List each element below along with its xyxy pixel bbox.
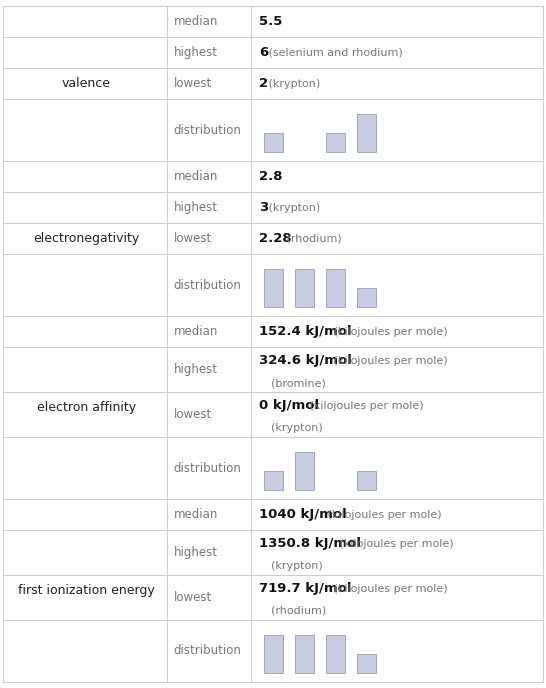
Bar [295,452,314,490]
Bar [357,654,376,673]
Bar [357,114,376,152]
Text: (kilojoules per mole): (kilojoules per mole) [330,356,448,366]
Text: (kilojoules per mole): (kilojoules per mole) [324,510,442,519]
Text: 324.6 kJ/mol: 324.6 kJ/mol [259,354,352,367]
Bar [326,634,345,673]
Bar [295,634,314,673]
Text: distribution: distribution [174,462,241,475]
Bar [326,133,345,152]
Bar [357,288,376,308]
Text: median: median [174,170,218,183]
Text: (rhodium): (rhodium) [283,234,341,244]
Text: lowest: lowest [174,233,212,246]
Text: 5.5: 5.5 [259,15,282,28]
Text: valence: valence [62,77,111,90]
Bar [326,269,345,308]
Text: 2.28: 2.28 [259,233,292,246]
Text: (selenium and rhodium): (selenium and rhodium) [265,47,403,58]
Text: highest: highest [174,46,217,59]
Text: electron affinity: electron affinity [37,401,136,414]
Text: 1040 kJ/mol: 1040 kJ/mol [259,508,347,522]
Text: (krypton): (krypton) [271,561,323,571]
Bar [357,471,376,490]
Text: median: median [174,508,218,522]
Bar [264,269,283,308]
Text: (kilojoules per mole): (kilojoules per mole) [306,400,424,411]
Text: electronegativity: electronegativity [33,233,139,246]
Text: lowest: lowest [174,77,212,90]
Bar [264,471,283,490]
Text: highest: highest [174,202,217,214]
Text: distribution: distribution [174,645,241,658]
Text: 2: 2 [259,77,268,90]
Text: (bromine): (bromine) [271,378,326,388]
Text: (kilojoules per mole): (kilojoules per mole) [330,327,448,337]
Text: (krypton): (krypton) [265,203,321,213]
Text: 2.8: 2.8 [259,170,283,183]
Text: (krypton): (krypton) [271,423,323,433]
Text: (krypton): (krypton) [265,78,321,89]
Text: (kilojoules per mole): (kilojoules per mole) [336,539,453,549]
Text: highest: highest [174,546,217,559]
Bar [264,133,283,152]
Text: 0 kJ/mol: 0 kJ/mol [259,399,319,412]
Text: distribution: distribution [174,279,241,292]
Text: lowest: lowest [174,591,212,604]
Text: lowest: lowest [174,408,212,421]
Text: (kilojoules per mole): (kilojoules per mole) [330,583,448,594]
Bar [264,634,283,673]
Text: 3: 3 [259,202,269,214]
Text: (rhodium): (rhodium) [271,606,327,616]
Text: 6: 6 [259,46,269,59]
Text: highest: highest [174,363,217,376]
Text: median: median [174,15,218,28]
Text: first ionization energy: first ionization energy [18,584,155,597]
Text: 719.7 kJ/mol: 719.7 kJ/mol [259,582,352,595]
Text: distribution: distribution [174,124,241,137]
Text: median: median [174,325,218,338]
Text: 152.4 kJ/mol: 152.4 kJ/mol [259,325,352,338]
Text: 1350.8 kJ/mol: 1350.8 kJ/mol [259,537,361,550]
Bar [295,269,314,308]
